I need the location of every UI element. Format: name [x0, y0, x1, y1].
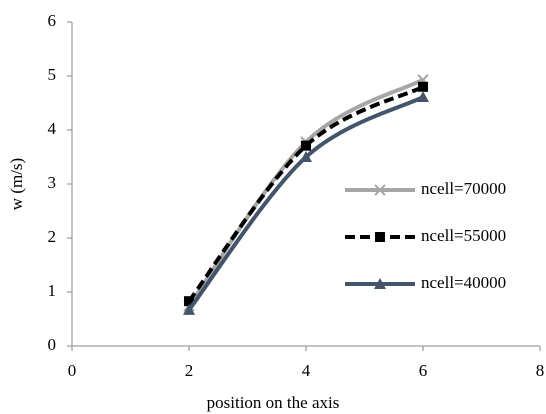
x-tick-label: 6 — [419, 361, 428, 380]
marker — [417, 91, 429, 103]
marker — [418, 81, 428, 92]
marker — [375, 232, 385, 242]
y-axis-label: w (m/s) — [7, 158, 26, 210]
x-tick-label: 0 — [68, 361, 77, 380]
y-tick-label: 4 — [48, 119, 57, 138]
y-tick-label: 5 — [48, 65, 57, 84]
legend-label: ncell=55000 — [421, 226, 506, 245]
x-tick-label: 8 — [536, 361, 545, 380]
y-tick-label: 0 — [48, 335, 57, 354]
series-line — [187, 85, 424, 303]
y-tick-label: 1 — [48, 281, 57, 300]
marker — [374, 184, 386, 196]
marker — [374, 278, 386, 289]
legend-label: ncell=70000 — [421, 179, 506, 198]
y-tick-label: 3 — [48, 173, 57, 192]
x-axis-label: position on the axis — [207, 393, 340, 412]
x-tick-label: 2 — [185, 361, 194, 380]
marker — [183, 303, 195, 315]
marker — [184, 296, 194, 307]
y-tick-label: 2 — [48, 227, 57, 246]
series-line — [187, 95, 424, 312]
legend-label: ncell=40000 — [421, 273, 506, 292]
series-line — [187, 78, 424, 308]
marker — [300, 151, 312, 162]
marker — [301, 140, 311, 151]
x-tick-label: 4 — [302, 361, 311, 380]
y-tick-label: 6 — [48, 11, 57, 30]
